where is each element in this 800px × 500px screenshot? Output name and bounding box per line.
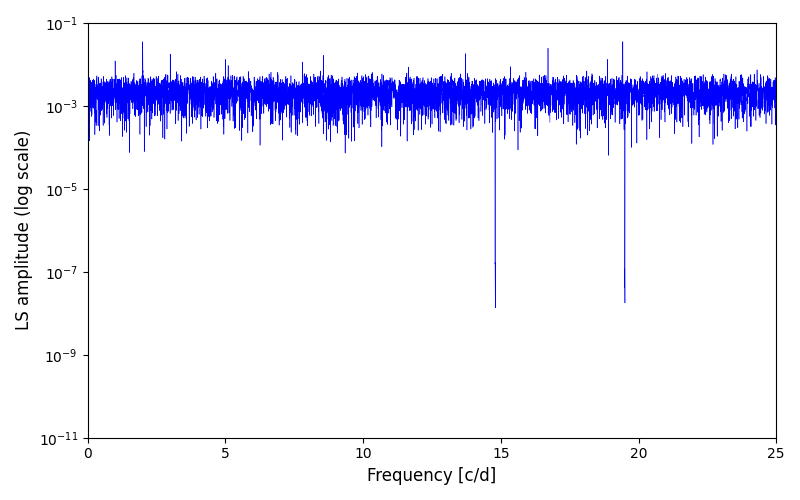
Y-axis label: LS amplitude (log scale): LS amplitude (log scale): [15, 130, 33, 330]
X-axis label: Frequency [c/d]: Frequency [c/d]: [367, 467, 497, 485]
